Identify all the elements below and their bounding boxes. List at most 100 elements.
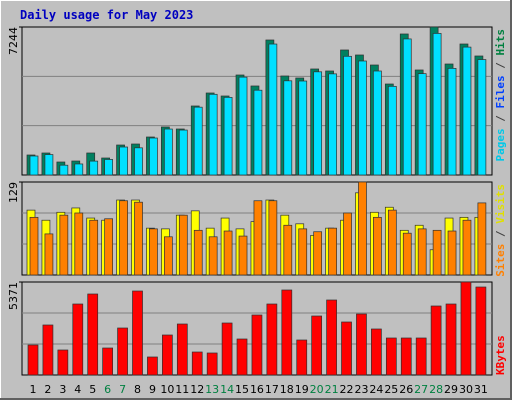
bar — [178, 214, 188, 276]
bar — [313, 71, 323, 176]
legend-entry: Hits — [494, 29, 507, 56]
legend-entry: Visits — [494, 184, 507, 224]
x-tick-label: 1 — [30, 383, 37, 396]
bar — [445, 303, 457, 376]
bar — [417, 73, 427, 176]
bar — [44, 154, 54, 176]
bar — [102, 347, 114, 376]
bar — [326, 299, 337, 376]
x-tick-label: 2 — [44, 383, 51, 396]
bar — [447, 68, 457, 176]
bar — [193, 229, 203, 276]
bar — [268, 43, 278, 176]
x-tick-label: 8 — [134, 383, 141, 396]
y-tick-label: 5371 — [7, 282, 20, 310]
bar — [238, 76, 248, 176]
legend-entry: Files — [494, 75, 507, 108]
bar — [281, 289, 293, 376]
legend-entry: KBytes — [494, 335, 507, 375]
x-tick-label: 5 — [89, 383, 96, 396]
bar — [430, 305, 442, 376]
bar — [57, 349, 69, 376]
bar — [387, 209, 397, 276]
bar — [402, 232, 412, 276]
bar — [87, 293, 99, 376]
bar — [475, 286, 487, 376]
bar — [328, 73, 337, 176]
legend-entry: / — [494, 56, 507, 76]
x-tick-label: 20 — [310, 383, 324, 396]
x-tick-label: 15 — [235, 383, 249, 396]
bar — [164, 128, 173, 176]
bar — [387, 85, 397, 176]
bar — [59, 214, 69, 276]
bar — [373, 70, 382, 176]
bar — [356, 313, 367, 376]
bar — [298, 228, 308, 276]
bar — [208, 93, 218, 176]
bar — [313, 231, 323, 276]
bar — [371, 328, 382, 376]
bar — [104, 159, 114, 176]
x-tick-label: 14 — [220, 383, 234, 396]
bar — [193, 106, 203, 176]
bar — [460, 281, 472, 376]
bar — [149, 137, 158, 176]
legend: Pages / Files / Hits — [494, 29, 507, 162]
bar — [29, 216, 39, 276]
bar — [343, 212, 352, 276]
bar — [298, 80, 308, 176]
x-tick-label: 9 — [149, 383, 156, 396]
bar — [72, 303, 84, 376]
bar — [253, 200, 263, 276]
bar — [176, 323, 188, 376]
x-tick-label: 7 — [119, 383, 126, 396]
bar — [462, 219, 472, 276]
bar — [341, 321, 352, 376]
bar — [343, 55, 352, 176]
bar — [74, 212, 84, 276]
bar — [328, 227, 337, 276]
bar — [283, 224, 293, 276]
bar — [178, 129, 188, 176]
x-tick-label: 6 — [104, 383, 111, 396]
bar — [238, 235, 248, 276]
x-tick-label: 26 — [399, 383, 413, 396]
bar — [477, 202, 487, 276]
x-tick-label: 25 — [384, 383, 398, 396]
bar — [266, 303, 278, 376]
bar — [223, 97, 233, 176]
bar — [311, 315, 323, 376]
bar — [432, 229, 442, 276]
bar — [373, 216, 382, 276]
x-tick-label: 21 — [325, 383, 339, 396]
bar — [44, 233, 54, 276]
bar — [134, 147, 143, 176]
x-tick-label: 12 — [190, 383, 204, 396]
x-tick-label: 18 — [280, 383, 294, 396]
y-tick-label: 129 — [7, 182, 20, 203]
bar — [134, 201, 143, 276]
x-tick-label: 28 — [429, 383, 443, 396]
bar — [208, 236, 218, 276]
legend-entry: / — [494, 109, 507, 129]
bar — [251, 314, 263, 376]
bar — [402, 38, 412, 176]
x-tick-label: 3 — [59, 383, 66, 396]
x-tick-label: 10 — [160, 383, 174, 396]
bar — [42, 324, 54, 376]
bar — [117, 327, 128, 376]
bar — [162, 334, 173, 376]
x-tick-label: 19 — [295, 383, 309, 396]
legend: Sites / Visits — [494, 184, 507, 277]
bar — [29, 155, 39, 176]
bar — [385, 337, 397, 376]
legend-entry: / — [494, 224, 507, 244]
bar — [417, 228, 427, 276]
bar — [283, 80, 293, 176]
bar — [221, 322, 233, 376]
x-tick-label: 31 — [474, 383, 488, 396]
bar — [104, 218, 114, 276]
